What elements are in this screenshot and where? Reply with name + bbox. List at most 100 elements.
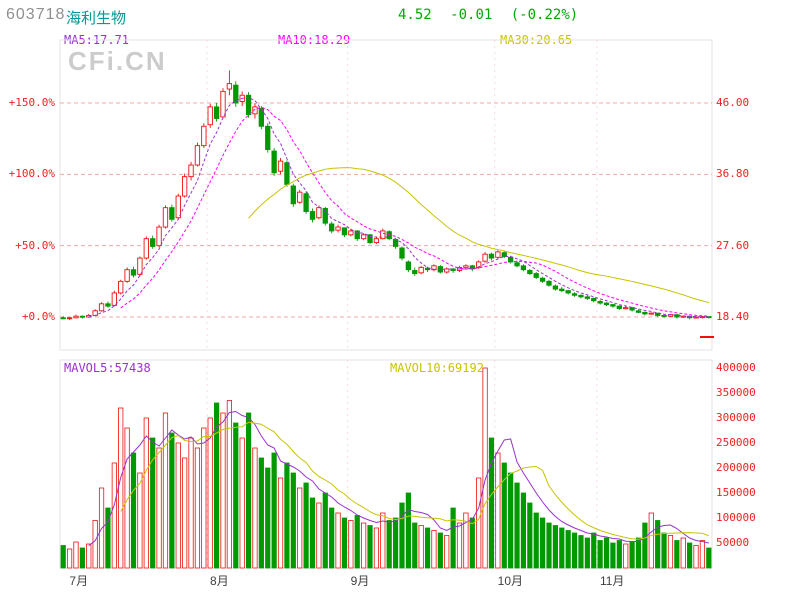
candle-body xyxy=(335,226,341,231)
volume-bar xyxy=(629,541,635,569)
candle-body xyxy=(162,207,169,228)
candle-body xyxy=(92,310,98,316)
mavol10-line xyxy=(120,421,709,540)
volume-bar xyxy=(699,540,706,569)
volume-axis-label: 200000 xyxy=(716,461,756,474)
volume-bar xyxy=(156,447,162,569)
volume-bar xyxy=(591,532,597,569)
candle-body xyxy=(290,185,296,205)
volume-bar xyxy=(118,407,124,569)
candle-body xyxy=(482,253,488,262)
candle-body xyxy=(367,234,373,244)
volume-bar xyxy=(252,447,258,569)
candle-body xyxy=(60,317,66,320)
candle-body xyxy=(424,267,431,271)
pct-axis-label: +50.0% xyxy=(15,239,55,252)
volume-bar xyxy=(559,527,565,569)
candle-body xyxy=(597,301,603,304)
candle-body xyxy=(655,312,661,316)
volume-bar xyxy=(482,367,488,569)
volume-bar xyxy=(623,543,629,569)
volume-bar xyxy=(584,537,590,569)
x-axis-month-label: 11月 xyxy=(599,574,625,588)
candle-body xyxy=(322,207,328,224)
volume-bar xyxy=(571,532,578,569)
price-axis-label: 46.00 xyxy=(716,96,750,109)
volume-bar xyxy=(405,492,411,569)
volume-bar xyxy=(322,492,328,569)
volume-bar xyxy=(661,532,667,569)
candle-body xyxy=(552,285,559,290)
volume-bar xyxy=(386,520,392,569)
candle-body xyxy=(143,238,149,259)
candle-body xyxy=(693,316,699,319)
candle-body xyxy=(297,191,303,203)
volume-bar xyxy=(418,525,424,569)
volume-bar xyxy=(79,547,85,569)
volume-bar xyxy=(508,472,514,569)
candle-body xyxy=(226,83,233,90)
candle-body xyxy=(571,293,578,296)
volume-bar xyxy=(437,532,443,569)
candle-body xyxy=(150,238,156,247)
mavol10-label: MAVOL10:69192 xyxy=(390,361,484,375)
cfi-watermark-logo: CFi.CN xyxy=(68,46,167,76)
candle-body xyxy=(520,265,527,271)
volume-bar xyxy=(271,452,277,569)
candle-body xyxy=(258,107,265,127)
volume-bar xyxy=(578,535,584,569)
volume-bar xyxy=(373,527,380,569)
candle-body xyxy=(354,230,360,240)
volume-bar xyxy=(245,412,252,569)
volume-bar xyxy=(392,517,399,569)
candle-body xyxy=(418,266,424,274)
volume-bar xyxy=(399,502,405,569)
volume-bar xyxy=(341,517,348,569)
volume-bar xyxy=(239,437,245,569)
volume-bar xyxy=(501,462,507,569)
volume-bar xyxy=(66,548,73,569)
volume-bar xyxy=(456,522,463,569)
volume-bar xyxy=(693,545,699,569)
candle-body xyxy=(603,302,610,306)
volume-bar xyxy=(284,462,290,569)
volume-bar xyxy=(667,535,674,569)
candle-body xyxy=(233,84,239,104)
volume-bar xyxy=(111,462,117,569)
price-axis-label: 27.60 xyxy=(716,239,750,252)
volume-bar xyxy=(476,477,482,569)
candle-body xyxy=(488,253,495,259)
candle-body xyxy=(559,288,565,292)
price-quote: 4.52 -0.01 (-0.22%) xyxy=(398,7,588,23)
x-axis-month-label: 8月 xyxy=(210,574,229,588)
volume-bar xyxy=(706,547,712,569)
volume-axis-label: 250000 xyxy=(716,436,756,449)
last-price: 4.52 xyxy=(398,7,432,23)
volume-bar xyxy=(188,437,194,569)
candle-body xyxy=(341,227,348,236)
volume-bar xyxy=(655,520,661,569)
volume-axis-label: 300000 xyxy=(716,411,756,424)
volume-bar xyxy=(207,417,213,569)
volume-bar xyxy=(137,472,143,569)
candle-body xyxy=(303,193,309,213)
volume-bar xyxy=(674,540,680,569)
candle-body xyxy=(265,125,271,150)
price-change-pct: (-0.22%) xyxy=(510,7,579,23)
volume-bar xyxy=(642,522,648,569)
candle-body xyxy=(316,207,322,219)
volume-bar xyxy=(73,541,79,569)
candle-body xyxy=(706,316,712,319)
volume-bar xyxy=(463,512,469,569)
candle-body xyxy=(629,307,635,311)
volume-axis-label: 150000 xyxy=(716,486,756,499)
volume-bar xyxy=(648,512,654,569)
candle-body xyxy=(284,162,290,185)
volume-bar xyxy=(354,515,360,569)
candle-body xyxy=(245,94,252,116)
volume-pane-frame xyxy=(59,359,713,569)
ma5-line xyxy=(88,97,709,318)
stock-name: 海利生物 xyxy=(66,10,127,27)
